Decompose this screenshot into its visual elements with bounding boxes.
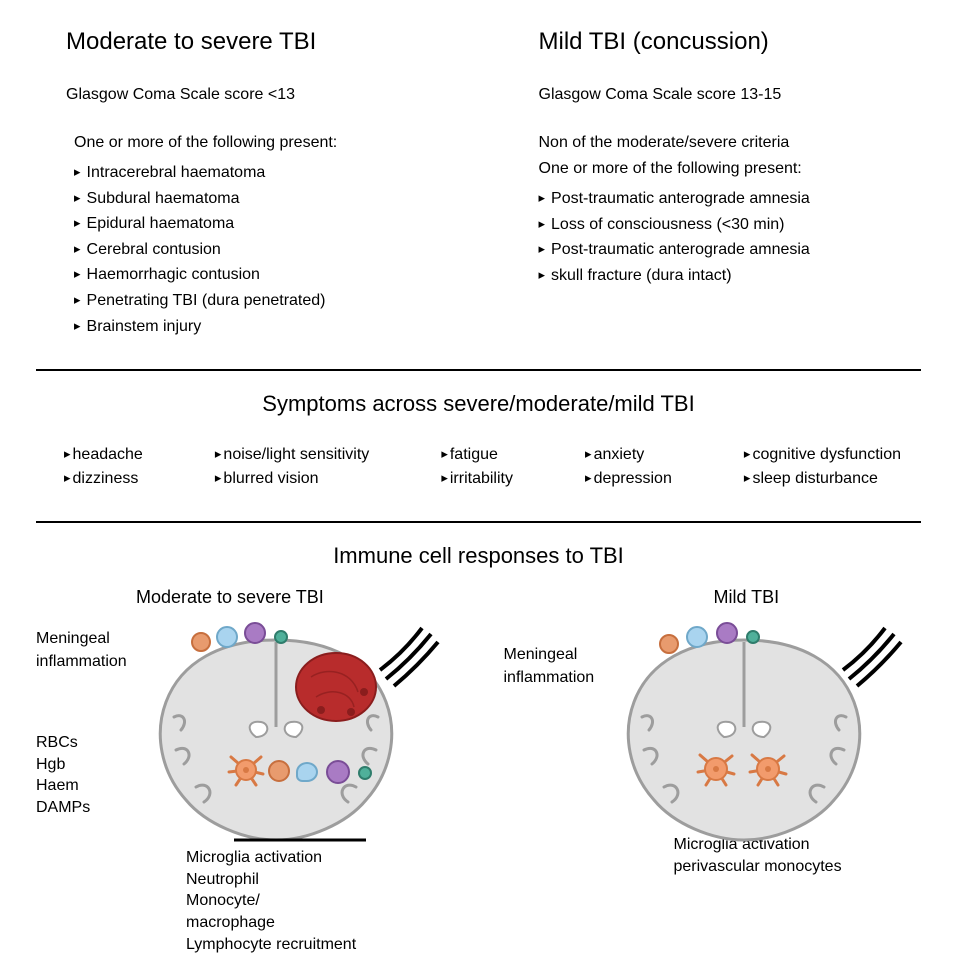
cell-lymphocyte-icon: [716, 622, 738, 644]
cell-neutrophil-icon: [686, 626, 708, 648]
criteria-columns: Moderate to severe TBI Glasgow Coma Scal…: [36, 28, 921, 339]
moderate-severe-col: Moderate to severe TBI Glasgow Coma Scal…: [36, 28, 449, 339]
symptom-item: irritability: [441, 467, 513, 491]
immune-heading: Immune cell responses to TBI: [36, 543, 921, 569]
brain-right: Mild TBI Meningeal inflammation Microgli…: [494, 587, 922, 952]
list-item: Intracerebral haematoma: [74, 160, 449, 186]
list-item: DAMPs: [36, 797, 90, 819]
mild-scale: Glasgow Coma Scale score 13-15: [509, 86, 922, 104]
cell-lymphocyte-icon: [244, 622, 266, 644]
list-item: perivascular monocytes: [674, 856, 842, 878]
rule-2: [36, 521, 921, 523]
mild-heading: Mild TBI (concussion): [509, 28, 922, 56]
list-item: Post-traumatic anterograde amnesia: [539, 186, 922, 212]
list-item: Penetrating TBI (dura penetrated): [74, 288, 449, 314]
symptom-column: cognitive dysfunctionsleep disturbance: [744, 443, 901, 491]
waves-right: [839, 624, 909, 694]
moderate-intro: One or more of the following present:: [36, 134, 449, 152]
microglia-icon: [226, 752, 266, 788]
brain-row: Moderate to severe TBI Meningeal inflamm…: [36, 587, 921, 952]
symptom-item: anxiety: [585, 443, 672, 467]
list-item: Haem: [36, 775, 90, 797]
symptoms-grid: headachedizziness noise/light sensitivity…: [36, 443, 921, 515]
symptom-column: noise/light sensitivityblurred vision: [215, 443, 369, 491]
brain-left-title: Moderate to severe TBI: [36, 587, 464, 608]
list-item: RBCs: [36, 732, 90, 754]
list-item: Neutrophil: [186, 869, 356, 891]
list-item: Lymphocyte recruitment: [186, 934, 356, 956]
symptom-item: headache: [64, 443, 143, 467]
list-item: skull fracture (dura intact): [539, 263, 922, 289]
label-meningeal-left: Meningeal inflammation: [36, 628, 127, 673]
cell-lymphocyte-icon: [326, 760, 350, 784]
list-item: Monocyte/: [186, 890, 356, 912]
moderate-scale: Glasgow Coma Scale score <13: [36, 86, 449, 104]
cell-neutrophil-icon: [216, 626, 238, 648]
list-item: Cerebral contusion: [74, 237, 449, 263]
symptom-item: sleep disturbance: [744, 467, 901, 491]
symptom-column: headachedizziness: [64, 443, 143, 491]
symptom-column: anxietydepression: [585, 443, 672, 491]
waves-left: [376, 624, 446, 694]
symptom-item: blurred vision: [215, 467, 369, 491]
list-item: Hgb: [36, 754, 90, 776]
moderate-list: Intracerebral haematomaSubdural haematom…: [36, 160, 449, 339]
brain-right-title: Mild TBI: [494, 587, 922, 608]
symptom-item: noise/light sensitivity: [215, 443, 369, 467]
list-item: Subdural haematoma: [74, 186, 449, 212]
moderate-heading: Moderate to severe TBI: [36, 28, 449, 56]
microglia-icon: [694, 750, 738, 788]
list-item: Brainstem injury: [74, 314, 449, 340]
symptom-item: dizziness: [64, 467, 143, 491]
microglia-icon: [746, 750, 790, 788]
mild-list: Post-traumatic anterograde amnesiaLoss o…: [509, 186, 922, 288]
mild-col: Mild TBI (concussion) Glasgow Coma Scale…: [509, 28, 922, 339]
label-meningeal-right: Meningeal inflammation: [504, 644, 595, 689]
brain-left: Moderate to severe TBI Meningeal inflamm…: [36, 587, 464, 952]
symptom-item: fatigue: [441, 443, 513, 467]
list-item: macrophage: [186, 912, 356, 934]
label-left-below: Microglia activationNeutrophilMonocyte/m…: [186, 847, 356, 955]
cell-tcell-icon: [746, 630, 760, 644]
list-item: Loss of consciousness (<30 min): [539, 212, 922, 238]
rule-1: [36, 369, 921, 371]
label-blood: RBCsHgbHaemDAMPs: [36, 732, 90, 818]
symptoms-heading: Symptoms across severe/moderate/mild TBI: [36, 391, 921, 417]
symptom-item: cognitive dysfunction: [744, 443, 901, 467]
symptom-column: fatigueirritability: [441, 443, 513, 491]
list-item: Epidural haematoma: [74, 211, 449, 237]
list-item: Post-traumatic anterograde amnesia: [539, 237, 922, 263]
cell-monocyte-icon: [268, 760, 290, 782]
cell-monocyte-icon: [659, 634, 679, 654]
mild-intro1: Non of the moderate/severe criteria: [509, 134, 922, 152]
list-item: Haemorrhagic contusion: [74, 262, 449, 288]
symptom-item: depression: [585, 467, 672, 491]
mild-intro2: One or more of the following present:: [509, 160, 922, 178]
